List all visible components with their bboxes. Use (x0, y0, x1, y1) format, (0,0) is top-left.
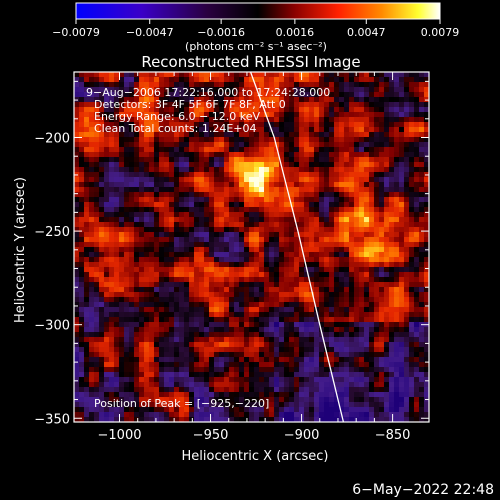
axis-ticks: −1000 −950 −900 −850 −200 −250 −300 −350 (34, 72, 429, 443)
y-tick-label: −200 (34, 132, 70, 147)
colorbar-units: (photons cm⁻² s⁻¹ asec⁻²) (185, 40, 327, 53)
y-tick-label: −300 (34, 319, 70, 334)
solar-limb-line (249, 72, 345, 422)
info-annotations: 9−Aug−2006 17:22:16.000 to 17:24:28.000 … (86, 86, 330, 410)
x-tick-label: −900 (284, 428, 320, 443)
annotation-peak: Position of Peak = [−925,−220] (94, 397, 269, 410)
x-axis-label: Heliocentric X (arcsec) (182, 449, 329, 464)
plot-frame (73, 71, 430, 423)
colorbar (75, 2, 441, 20)
x-tick-label: −950 (193, 428, 229, 443)
y-axis-label: Heliocentric Y (arcsec) (13, 177, 28, 323)
chart-title: Reconstructed RHESSI Image (141, 53, 360, 71)
y-tick-label: −250 (34, 225, 70, 240)
colorbar-tick-label: 0.0079 (421, 26, 460, 39)
colorbar-tick-label: −0.0047 (126, 26, 174, 39)
colorbar-tick-label: −0.0016 (197, 26, 245, 39)
colorbar-tick-label: 0.0016 (276, 26, 315, 39)
y-tick-label: −350 (34, 412, 70, 427)
annotation-energy: Energy Range: 6.0 − 12.0 keV (94, 110, 261, 123)
annotation-detectors: Detectors: 3F 4F 5F 6F 7F 8F, Att 0 (94, 98, 286, 111)
colorbar-tick-label: 0.0047 (347, 26, 386, 39)
annotation-time: 9−Aug−2006 17:22:16.000 to 17:24:28.000 (86, 86, 330, 99)
footer-timestamp: 6−May−2022 22:48 (352, 482, 494, 498)
annotation-counts: Clean Total counts: 1.24E+04 (94, 122, 257, 135)
colorbar-tick-label: −0.0079 (52, 26, 100, 39)
x-tick-label: −850 (375, 428, 411, 443)
x-tick-label: −1000 (98, 428, 142, 443)
colorbar-ticks: −0.0079 −0.0047 −0.0016 0.0016 0.0047 0.0079 (52, 19, 459, 39)
